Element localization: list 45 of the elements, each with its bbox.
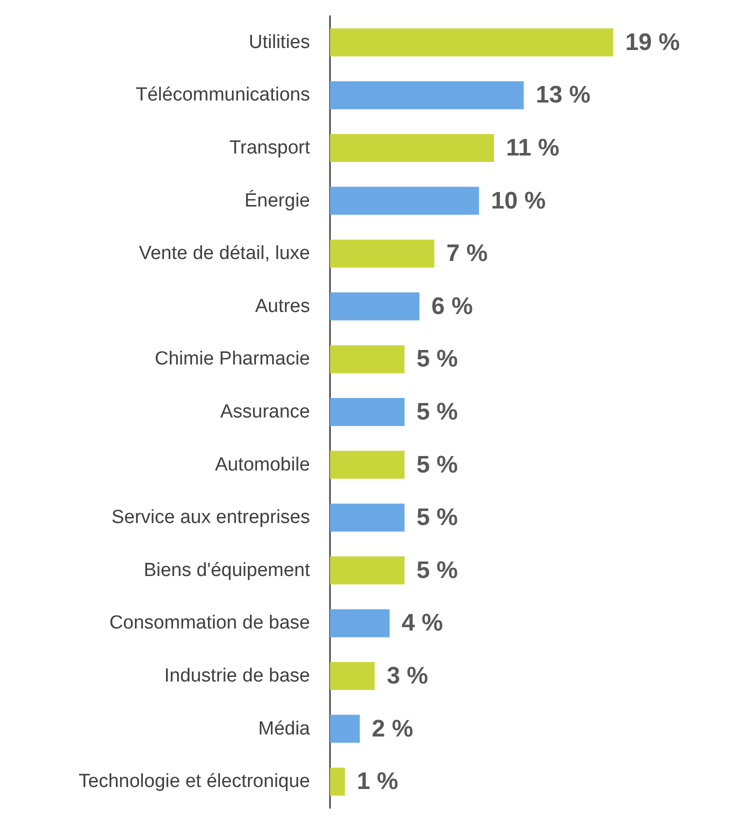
y-tick-label: Biens d'équipement xyxy=(144,560,311,581)
data-label: 11 % xyxy=(506,134,560,162)
bar xyxy=(330,662,375,690)
bar xyxy=(330,240,434,268)
data-label: 3 % xyxy=(386,662,428,690)
y-tick-label: Chimie Pharmacie xyxy=(154,348,310,370)
y-tick-label: Service aux entreprises xyxy=(111,507,310,528)
y-tick-label: Utilities xyxy=(248,32,310,53)
data-label: 13 % xyxy=(536,82,590,109)
bar xyxy=(330,556,405,584)
bar xyxy=(330,134,494,162)
y-tick-label: Média xyxy=(258,718,310,740)
data-label: 5 % xyxy=(416,556,458,584)
data-label: 10 % xyxy=(491,187,546,214)
y-tick-label: Vente de détail, luxe xyxy=(138,243,310,264)
data-label: 2 % xyxy=(372,715,414,742)
bar xyxy=(330,450,405,479)
y-tick-label: Technologie et électronique xyxy=(78,771,310,792)
y-tick-label: Énergie xyxy=(244,189,310,212)
y-tick-label: Transport xyxy=(229,138,311,158)
bar xyxy=(330,292,420,320)
data-label: 19 % xyxy=(625,28,680,56)
bar xyxy=(330,609,390,638)
y-tick-label: Automobile xyxy=(214,454,310,476)
bar xyxy=(330,504,405,532)
bar xyxy=(330,186,480,215)
y-tick-label: Industrie de base xyxy=(164,666,310,686)
data-label: 1 % xyxy=(356,768,398,796)
data-label: 6 % xyxy=(431,292,473,320)
bar xyxy=(330,28,614,56)
data-label: 4 % xyxy=(402,610,443,637)
y-tick-label: Assurance xyxy=(220,402,310,422)
y-tick-label: Consommation de base xyxy=(109,612,310,634)
bar xyxy=(330,768,345,796)
bar xyxy=(330,81,524,110)
bar xyxy=(330,714,360,743)
data-label: 7 % xyxy=(446,240,488,268)
y-tick-label: Autres xyxy=(255,296,310,317)
data-label: 5 % xyxy=(416,398,458,426)
y-tick-label: Télécommunications xyxy=(136,84,310,106)
bar xyxy=(330,345,405,374)
data-label: 5 % xyxy=(416,504,458,532)
data-label: 5 % xyxy=(416,346,458,373)
bar xyxy=(330,398,405,426)
data-label: 5 % xyxy=(416,451,458,478)
